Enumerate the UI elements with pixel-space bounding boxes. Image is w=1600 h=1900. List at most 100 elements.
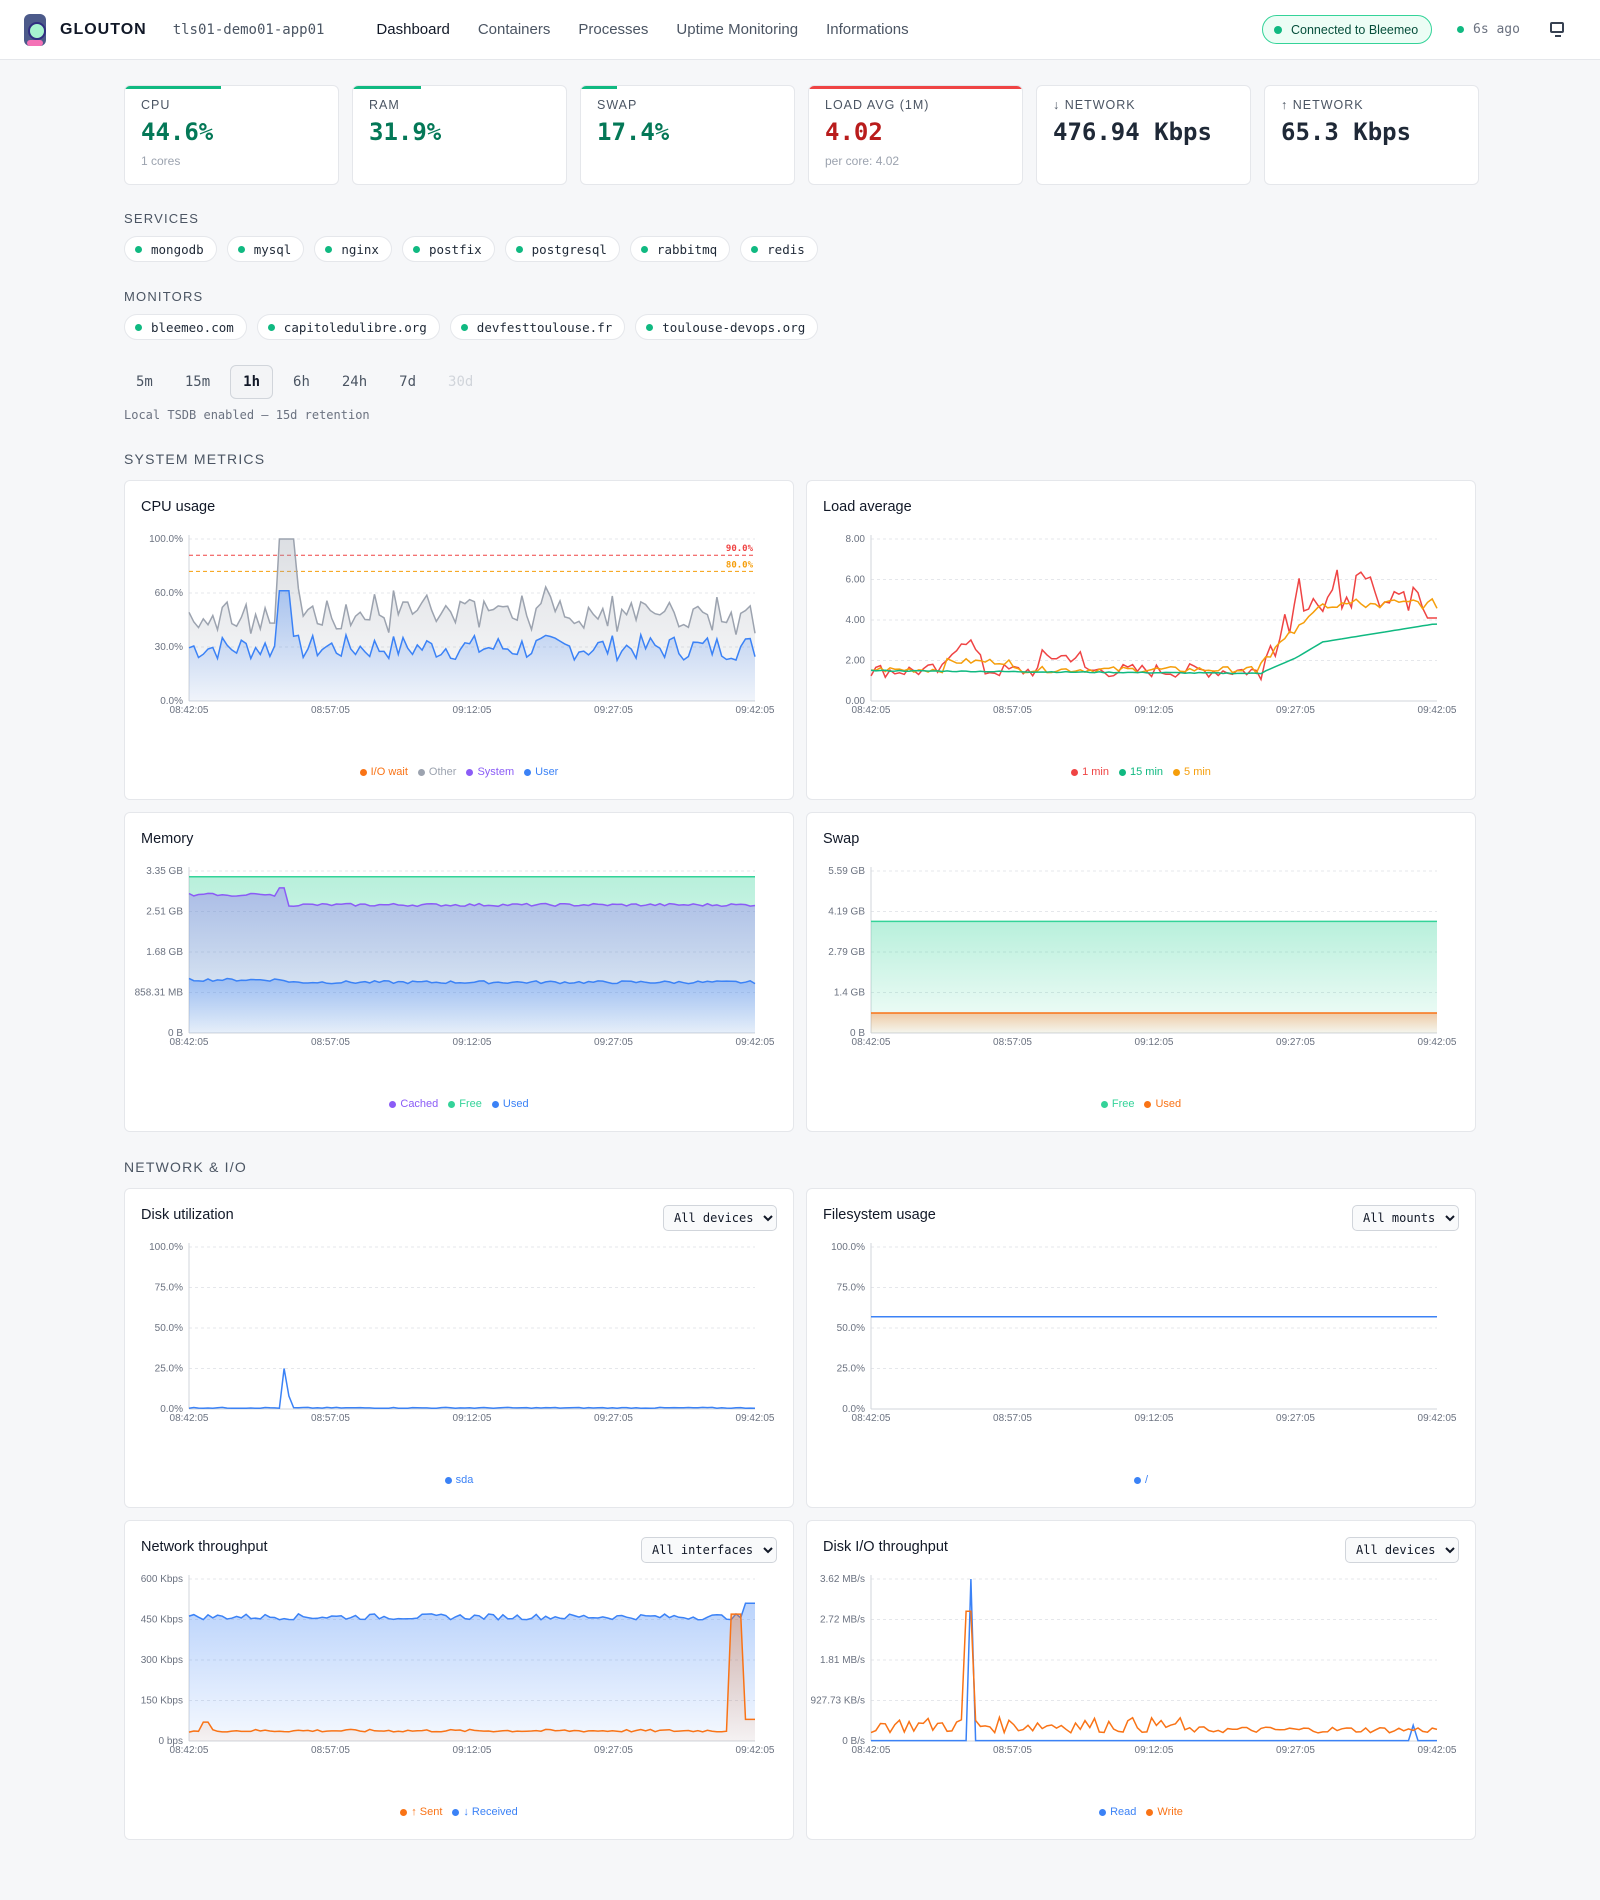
y-tick-label: 4.19 GB [828, 907, 865, 918]
x-tick-label: 09:42:05 [736, 1413, 775, 1424]
y-tick-label: 0 B [168, 1028, 183, 1039]
nav-informations[interactable]: Informations [826, 21, 909, 38]
y-tick-label: 300 Kbps [141, 1655, 183, 1666]
y-tick-label: 0 B [850, 1028, 865, 1039]
chart-legend: Read Write [807, 1806, 1475, 1818]
legend-item[interactable]: 1 min [1071, 766, 1109, 778]
legend-item[interactable]: System [466, 766, 514, 778]
status-dot-icon [515, 245, 523, 253]
stat-value: 44.6% [141, 118, 214, 146]
y-tick-label: 0 bps [159, 1736, 183, 1747]
monitor-chip[interactable]: bleemeo.com [124, 314, 247, 340]
legend-item[interactable]: ↓ Received [452, 1806, 518, 1818]
legend-item[interactable]: Write [1146, 1806, 1183, 1818]
service-name: redis [767, 241, 805, 257]
service-chip[interactable]: postgresql [504, 236, 620, 262]
chart-filter-select[interactable]: All mounts [1352, 1205, 1459, 1231]
nav-containers[interactable]: Containers [477, 21, 551, 38]
stat-card-cpu: CPU 44.6% 1 cores [124, 85, 339, 185]
legend-item[interactable]: 5 min [1173, 766, 1211, 778]
top-header: GLOUTON tls01-demo01-app01 Dashboard Con… [0, 0, 1600, 60]
x-tick-label: 08:42:05 [170, 705, 209, 716]
nav-processes[interactable]: Processes [578, 21, 649, 38]
legend-item[interactable]: Free [1100, 1098, 1134, 1110]
service-chip[interactable]: mongodb [124, 236, 217, 262]
swap-usage-bar [581, 86, 618, 89]
glouton-logo-icon[interactable] [24, 13, 46, 46]
chart-title: Network throughput [141, 1539, 268, 1555]
service-chip[interactable]: postfix [401, 236, 495, 262]
y-tick-label: 2.72 MB/s [820, 1615, 865, 1626]
legend-item[interactable]: sda [444, 1474, 473, 1486]
chart-filter-select[interactable]: All devices [663, 1205, 777, 1231]
service-chip[interactable]: rabbitmq [629, 236, 731, 262]
series-area [871, 1013, 1437, 1033]
x-tick-label: 09:42:05 [1418, 1037, 1457, 1048]
chart-filter-select[interactable]: All interfaces [641, 1537, 777, 1563]
chart-legend: ↑ Sent ↓ Received [125, 1806, 793, 1818]
x-tick-label: 08:57:05 [311, 1037, 350, 1048]
stat-label: SWAP [597, 98, 638, 112]
status-dot-icon [135, 323, 142, 331]
x-tick-label: 09:42:05 [736, 1037, 775, 1048]
legend-item[interactable]: Used [1144, 1098, 1181, 1110]
range-7d-button[interactable]: 7d [399, 374, 417, 390]
stat-label: CPU [141, 98, 171, 112]
range-24h-button[interactable]: 24h [341, 374, 368, 390]
chart-title: Filesystem usage [823, 1207, 936, 1223]
chart-svg: 3.62 MB/s 2.72 MB/s 1.81 MB/s 927.73 KB/s 0 … [811, 1574, 1457, 1756]
range-5m-button[interactable]: 5m [136, 374, 153, 390]
legend-item[interactable]: 15 min [1118, 766, 1163, 778]
y-tick-label: 3.62 MB/s [820, 1574, 865, 1585]
range-15m-button[interactable]: 15m [184, 374, 211, 390]
status-dot-icon [751, 245, 759, 253]
stat-label: LOAD AVG (1M) [825, 98, 930, 112]
y-tick-label: 1.81 MB/s [820, 1655, 865, 1666]
status-dot-icon [646, 323, 654, 331]
disk-io-throughput-panel: Disk I/O throughput All devices 3.62 MB/s 2… [806, 1520, 1476, 1840]
series-line [870, 597, 1438, 675]
legend-item[interactable]: Used [491, 1098, 529, 1110]
legend-item[interactable]: Cached [389, 1098, 438, 1110]
legend-item[interactable]: Free [448, 1098, 482, 1110]
range-1h-button[interactable]: 1h [230, 365, 274, 399]
chart-filter-select[interactable]: All devices [1345, 1537, 1459, 1563]
stat-card-swap: SWAP 17.4% [580, 85, 795, 185]
legend-item[interactable]: Other [417, 766, 456, 778]
monitor-name: toulouse-devops.org [662, 319, 806, 335]
legend-item[interactable]: Read [1099, 1806, 1136, 1818]
display-mode-icon[interactable] [1550, 22, 1564, 37]
chart-legend: Cached Free Used [125, 1098, 793, 1110]
monitor-chip[interactable]: capitoledulibre.org [256, 314, 440, 340]
monitor-chip[interactable]: devfesttoulouse.fr [449, 314, 626, 340]
y-tick-label: 30.0% [155, 642, 183, 653]
y-tick-label: 0 B/s [842, 1736, 865, 1747]
series-line [188, 1602, 755, 1621]
service-chip[interactable]: nginx [314, 236, 392, 262]
chart-svg: 100.0% 75.0% 50.0% 25.0% 0.0%08:42:05 08:57:0… [149, 1242, 775, 1424]
x-tick-label: 08:42:05 [852, 1413, 891, 1424]
legend-item[interactable]: ↑ Sent [400, 1806, 442, 1818]
x-tick-label: 08:57:05 [311, 1745, 350, 1756]
service-chip[interactable]: redis [740, 236, 818, 262]
nav-dashboard[interactable]: Dashboard [376, 21, 450, 38]
legend-item[interactable]: / [1133, 1474, 1148, 1486]
x-tick-label: 08:42:05 [852, 705, 891, 716]
service-name: mysql [253, 241, 292, 257]
range-6h-button[interactable]: 6h [293, 374, 310, 390]
series-line [188, 887, 756, 908]
services-list: mongodb mysql nginx postfix postgresql rabbit… [124, 236, 818, 262]
service-chip[interactable]: mysql [226, 236, 305, 262]
legend-item[interactable]: I/O wait [359, 766, 408, 778]
network-throughput-panel: Network throughput All interfaces 600 Kbps… [124, 1520, 794, 1840]
monitor-chip[interactable]: toulouse-devops.org [635, 314, 819, 340]
nav-uptime-monitoring[interactable]: Uptime Monitoring [676, 21, 799, 38]
y-tick-label: 25.0% [155, 1364, 183, 1375]
stat-value: 4.02 [825, 118, 883, 146]
x-tick-label: 09:27:05 [1276, 1413, 1315, 1424]
chart-legend: sda [125, 1474, 793, 1486]
legend-item[interactable]: User [524, 766, 558, 778]
chart-legend: / [807, 1474, 1475, 1486]
stat-card-network-up: ↑ NETWORK 65.3 Kbps [1264, 85, 1479, 185]
